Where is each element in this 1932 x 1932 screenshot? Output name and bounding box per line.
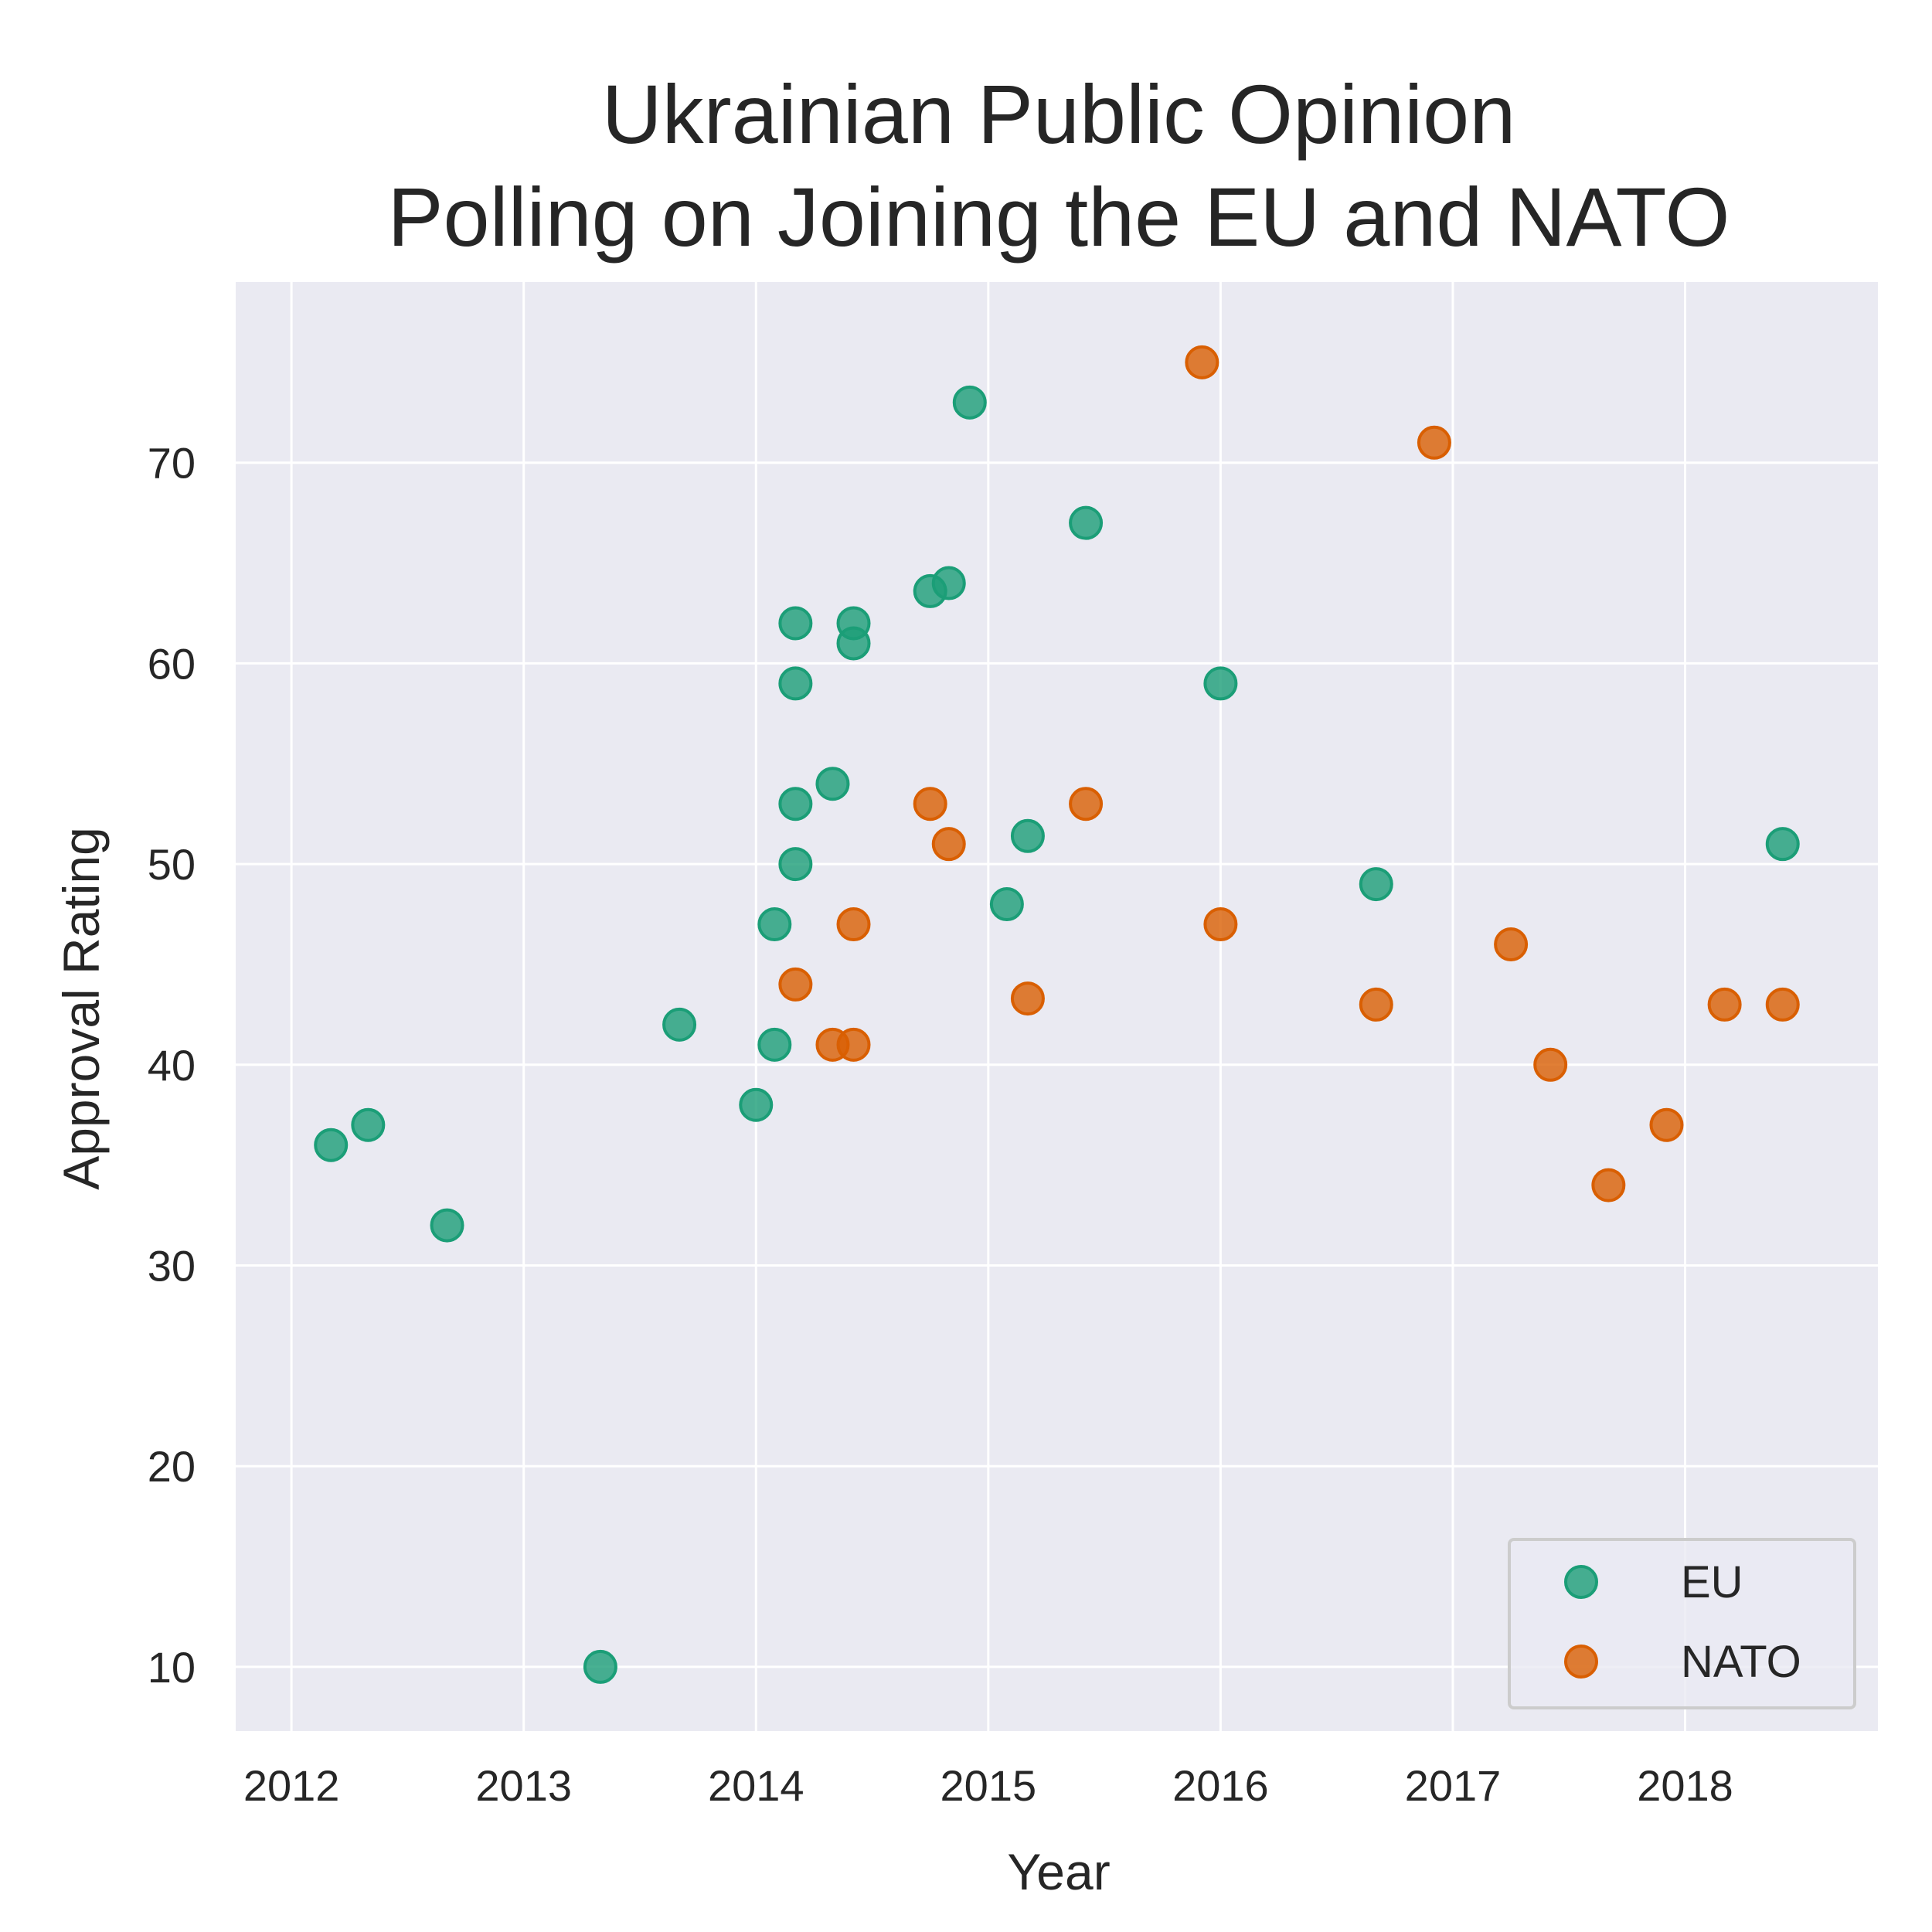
data-point-eu xyxy=(351,1107,386,1142)
grid-lines xyxy=(236,282,1878,1731)
chart-title-line-1: Ukrainian Public Opinion xyxy=(602,67,1516,161)
data-point-eu xyxy=(1359,867,1393,902)
data-point-eu xyxy=(815,767,850,801)
legend-label-eu: EU xyxy=(1681,1557,1743,1607)
x-tick-label: 2012 xyxy=(243,1761,340,1810)
y-tick-label: 50 xyxy=(148,840,196,889)
data-points xyxy=(314,345,1800,1684)
data-point-nato xyxy=(836,907,871,942)
x-tick-label: 2015 xyxy=(940,1761,1037,1810)
data-point-nato xyxy=(1765,987,1800,1022)
x-tick-label: 2018 xyxy=(1637,1761,1733,1810)
data-point-eu xyxy=(931,566,966,600)
data-point-eu xyxy=(1069,505,1104,540)
data-point-nato xyxy=(1359,987,1393,1022)
chart-title: Ukrainian Public Opinion Polling on Join… xyxy=(387,67,1730,264)
legend-marker-eu xyxy=(1564,1565,1598,1599)
data-point-eu xyxy=(1203,666,1238,701)
data-point-eu xyxy=(662,1007,697,1042)
x-tick-label: 2016 xyxy=(1172,1761,1269,1810)
y-tick-label: 60 xyxy=(148,639,196,688)
data-point-eu xyxy=(583,1649,617,1684)
data-point-eu xyxy=(1765,827,1800,862)
y-tick-label: 30 xyxy=(148,1242,196,1291)
data-point-eu xyxy=(314,1128,349,1162)
y-tick-label: 10 xyxy=(148,1643,196,1692)
data-point-eu xyxy=(952,385,987,420)
chart-title-line-2: Polling on Joining the EU and NATO xyxy=(387,170,1730,264)
data-point-eu xyxy=(739,1087,774,1122)
plot-area xyxy=(236,282,1878,1731)
data-point-nato xyxy=(778,967,813,1002)
y-tick-labels: 10 20 30 40 50 60 70 xyxy=(148,439,196,1692)
x-tick-label: 2017 xyxy=(1405,1761,1502,1810)
legend-label-nato: NATO xyxy=(1681,1637,1801,1687)
y-tick-label: 70 xyxy=(148,439,196,488)
data-point-eu xyxy=(778,666,813,701)
data-point-eu xyxy=(778,787,813,821)
data-point-eu xyxy=(989,887,1024,922)
data-point-eu xyxy=(757,1027,792,1062)
data-point-nato xyxy=(913,787,947,821)
data-point-nato xyxy=(1417,425,1451,460)
series-eu xyxy=(314,385,1800,1684)
data-point-eu xyxy=(1010,818,1045,853)
x-tick-label: 2013 xyxy=(475,1761,572,1810)
series-nato xyxy=(778,345,1800,1202)
x-tick-labels: 2012 2013 2014 2015 2016 2017 2018 xyxy=(243,1761,1733,1810)
x-axis-label: Year xyxy=(1007,1843,1110,1900)
data-point-eu xyxy=(778,606,813,641)
data-point-nato xyxy=(1494,927,1529,961)
data-point-nato xyxy=(1069,787,1104,821)
data-point-nato xyxy=(1649,1107,1684,1142)
data-point-nato xyxy=(1591,1168,1626,1202)
data-point-eu xyxy=(430,1208,464,1243)
data-point-eu xyxy=(836,606,871,641)
data-point-nato xyxy=(931,827,966,862)
data-point-nato xyxy=(836,1027,871,1062)
data-point-nato xyxy=(1203,907,1238,942)
data-point-eu xyxy=(778,847,813,882)
legend: EU NATO xyxy=(1508,1538,1856,1709)
y-tick-label: 40 xyxy=(148,1041,196,1090)
data-point-nato xyxy=(1707,987,1742,1022)
data-point-nato xyxy=(1010,981,1045,1016)
data-point-nato xyxy=(1533,1047,1568,1082)
legend-marker-nato xyxy=(1564,1645,1598,1679)
x-tick-label: 2014 xyxy=(708,1761,804,1810)
data-point-nato xyxy=(1185,345,1219,379)
y-tick-label: 20 xyxy=(148,1442,196,1491)
y-axis-label: Approval Rating xyxy=(53,827,110,1190)
data-point-eu xyxy=(757,907,792,942)
